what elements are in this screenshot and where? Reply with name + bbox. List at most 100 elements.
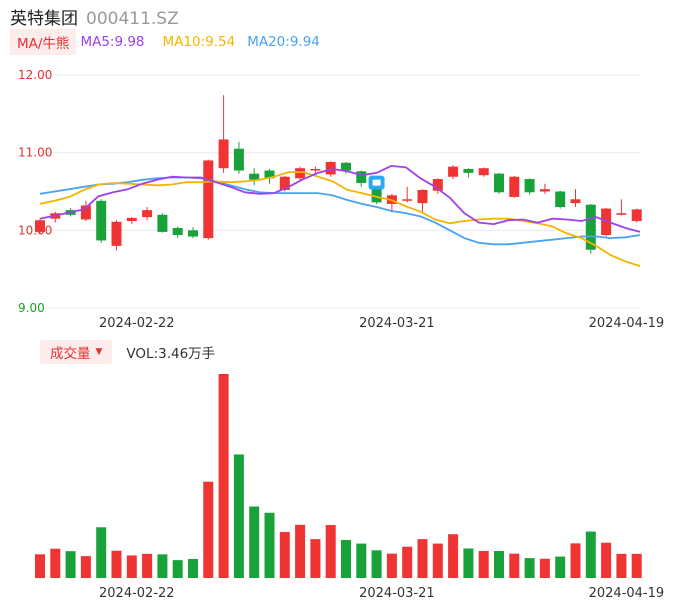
stock-title: 英特集团 000411.SZ (10, 4, 179, 29)
candle-body (203, 160, 214, 239)
volume-bar (50, 548, 61, 578)
volume-bar (371, 550, 382, 578)
candle-body (570, 199, 581, 204)
candle-body (325, 161, 336, 175)
candle-body (539, 189, 550, 192)
flag-icon-inner (372, 179, 381, 186)
candle-body (218, 139, 229, 169)
ma5-line (39, 164, 641, 233)
candle-body (249, 173, 260, 180)
y-tick-label: 9.00 (18, 301, 45, 315)
volume-toggle-label: 成交量 (50, 346, 91, 362)
ma5-legend: MA5:9.98 (80, 34, 145, 50)
candle-body (264, 170, 275, 179)
volume-bar (325, 525, 336, 578)
volume-bar (386, 553, 397, 578)
ma-legend: MA/牛熊 MA5:9.98 MA10:9.54 MA20:9.94 (10, 29, 320, 55)
candle-body (111, 221, 122, 246)
volume-toggle-button[interactable]: 成交量 ▼ (40, 340, 113, 364)
flag-marker (368, 175, 385, 190)
volume-bar (203, 481, 214, 578)
volume-legend: 成交量 ▼ VOL:3.46万手 (40, 340, 216, 364)
candle-body (233, 148, 244, 171)
volume-bar (341, 540, 351, 578)
volume-bar (111, 550, 122, 578)
volume-bar (126, 555, 137, 578)
candle-body (295, 168, 306, 179)
candle-body (157, 214, 168, 232)
volume-bar (172, 560, 183, 578)
candle-body (478, 168, 489, 176)
candle-body (188, 230, 198, 237)
volume-bar (295, 524, 306, 578)
candle-body (356, 171, 367, 183)
candle-body (142, 210, 153, 218)
candle-body (463, 168, 474, 173)
volume-bar (233, 454, 244, 578)
price-x-axis: 2024-02-22 2024-03-21 2024-04-19 (99, 316, 664, 331)
volume-bar (524, 558, 535, 578)
volume-bar (478, 550, 489, 578)
volume-bar (570, 543, 581, 578)
volume-x-axis: 2024-02-22 2024-03-21 2024-04-19 (99, 586, 664, 601)
candle-body (402, 199, 413, 201)
price-gridlines (40, 74, 640, 309)
y-tick-label: 11.00 (18, 146, 52, 160)
volume-bar (509, 553, 520, 578)
volume-bar (356, 543, 367, 578)
candle-body (417, 189, 428, 204)
candle-body (555, 191, 566, 208)
volume-bar (585, 531, 596, 578)
volume-bar (463, 548, 474, 578)
stock-name: 英特集团 (10, 9, 78, 29)
volume-bar (402, 546, 413, 578)
volume-bar (310, 539, 321, 578)
candle-body (585, 204, 596, 250)
volume-bar (494, 550, 504, 578)
volume-bar (279, 531, 290, 578)
x-tick-label: 2024-04-19 (589, 586, 665, 601)
volume-bar (417, 539, 428, 578)
candle-body (524, 179, 535, 193)
volume-bar (555, 556, 566, 578)
volume-bars (35, 374, 642, 578)
candle-body (96, 200, 107, 241)
volume-bar (432, 543, 443, 578)
volume-bar (218, 374, 229, 578)
x-tick-label: 2024-02-22 (99, 586, 175, 601)
volume-value: VOL:3.46万手 (126, 346, 216, 362)
candle-body (432, 179, 443, 191)
volume-bar (539, 558, 550, 578)
caret-down-icon: ▼ (95, 347, 103, 357)
stock-code: 000411.SZ (86, 9, 179, 29)
candle-body (494, 173, 504, 193)
volume-bar (249, 506, 260, 578)
candle-body (631, 209, 642, 222)
ma-toggle-button[interactable]: MA/牛熊 (10, 29, 77, 55)
candle-body (279, 176, 290, 190)
moving-average-lines (39, 164, 641, 267)
volume-bar (157, 554, 168, 578)
candle-body (172, 228, 183, 235)
ma20-legend: MA20:9.94 (247, 34, 320, 50)
volume-bar (65, 551, 76, 578)
volume-bar (188, 559, 198, 578)
x-tick-label: 2024-03-21 (359, 316, 435, 331)
volume-bar (96, 527, 107, 578)
candle-body (126, 217, 137, 222)
candle-body (310, 168, 321, 171)
volume-bar (631, 553, 642, 578)
y-tick-label: 12.00 (18, 68, 52, 82)
candle-body (80, 205, 91, 220)
volume-bar (448, 534, 459, 578)
ma20-line (39, 176, 641, 246)
volume-bar (35, 554, 45, 578)
ma10-legend: MA10:9.54 (162, 34, 236, 50)
volume-bar (80, 556, 91, 578)
x-tick-label: 2024-04-19 (589, 316, 665, 331)
x-tick-label: 2024-02-22 (99, 316, 175, 331)
volume-bar (601, 542, 612, 578)
candle-body (509, 176, 520, 197)
